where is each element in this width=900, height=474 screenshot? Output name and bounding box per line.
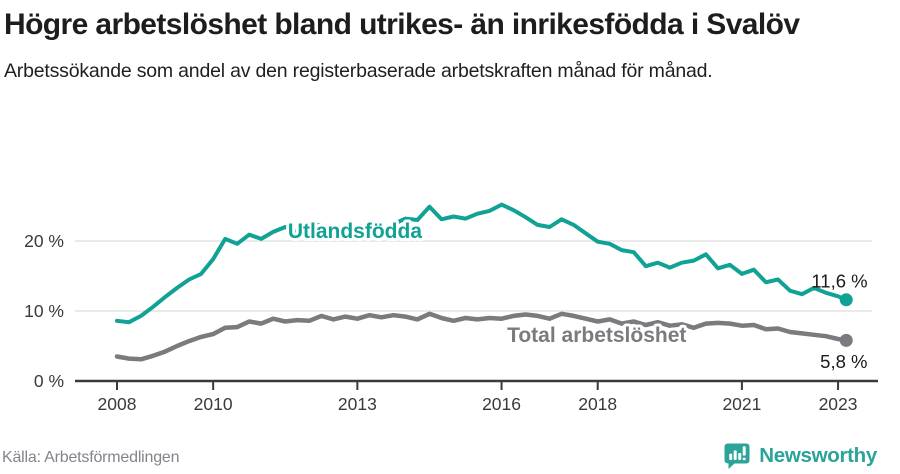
series-label-utlandsfodda: Utlandsfödda bbox=[288, 220, 422, 243]
chart-footer: Källa: Arbetsförmedlingen Newsworthy bbox=[0, 438, 900, 474]
value-annotation-total: 5,8 % bbox=[820, 351, 867, 372]
y-axis-tick-label: 20 % bbox=[24, 231, 64, 251]
unemployment-line-chart: 0 % 10 % 20 % Utlandsfödda Total arbetslöshe… bbox=[0, 180, 900, 432]
y-axis-tick-label: 10 % bbox=[24, 301, 64, 321]
series-end-dot-utlandsfodda bbox=[839, 293, 853, 307]
line-chart-canvas: 0 % 10 % 20 % Utlandsfödda Total arbetslöshe… bbox=[24, 202, 878, 414]
newsworthy-badge-bar-chart-icon bbox=[724, 443, 750, 469]
x-axis-tick-label: 2008 bbox=[98, 394, 137, 414]
series-end-dot-total bbox=[839, 333, 853, 347]
chart-subtitle: Arbetssökande som andel av den registerb… bbox=[4, 60, 713, 82]
source-note: Källa: Arbetsförmedlingen bbox=[2, 449, 180, 466]
x-axis-tick-label: 2013 bbox=[338, 394, 377, 414]
y-axis-tick-label: 0 % bbox=[34, 371, 64, 391]
x-axis-tick-label: 2023 bbox=[819, 394, 858, 414]
x-axis-tick-label: 2016 bbox=[482, 394, 521, 414]
series-label-total: Total arbetslöshet bbox=[507, 324, 686, 347]
brand-name: Newsworthy bbox=[759, 444, 877, 467]
x-axis-tick-label: 2010 bbox=[194, 394, 233, 414]
value-annotation-utlandsfodda: 11,6 % bbox=[811, 271, 867, 292]
series-line-utlandsfodda bbox=[115, 202, 849, 325]
newsworthy-logo[interactable]: Newsworthy bbox=[723, 442, 877, 470]
x-axis-tick-label: 2018 bbox=[578, 394, 617, 414]
chart-header: Högre arbetslöshet bland utrikes- än inr… bbox=[4, 6, 896, 84]
series-line-total bbox=[114, 311, 849, 362]
page-title: Högre arbetslöshet bland utrikes- än inr… bbox=[4, 8, 800, 41]
x-axis-tick-label: 2021 bbox=[722, 394, 761, 414]
